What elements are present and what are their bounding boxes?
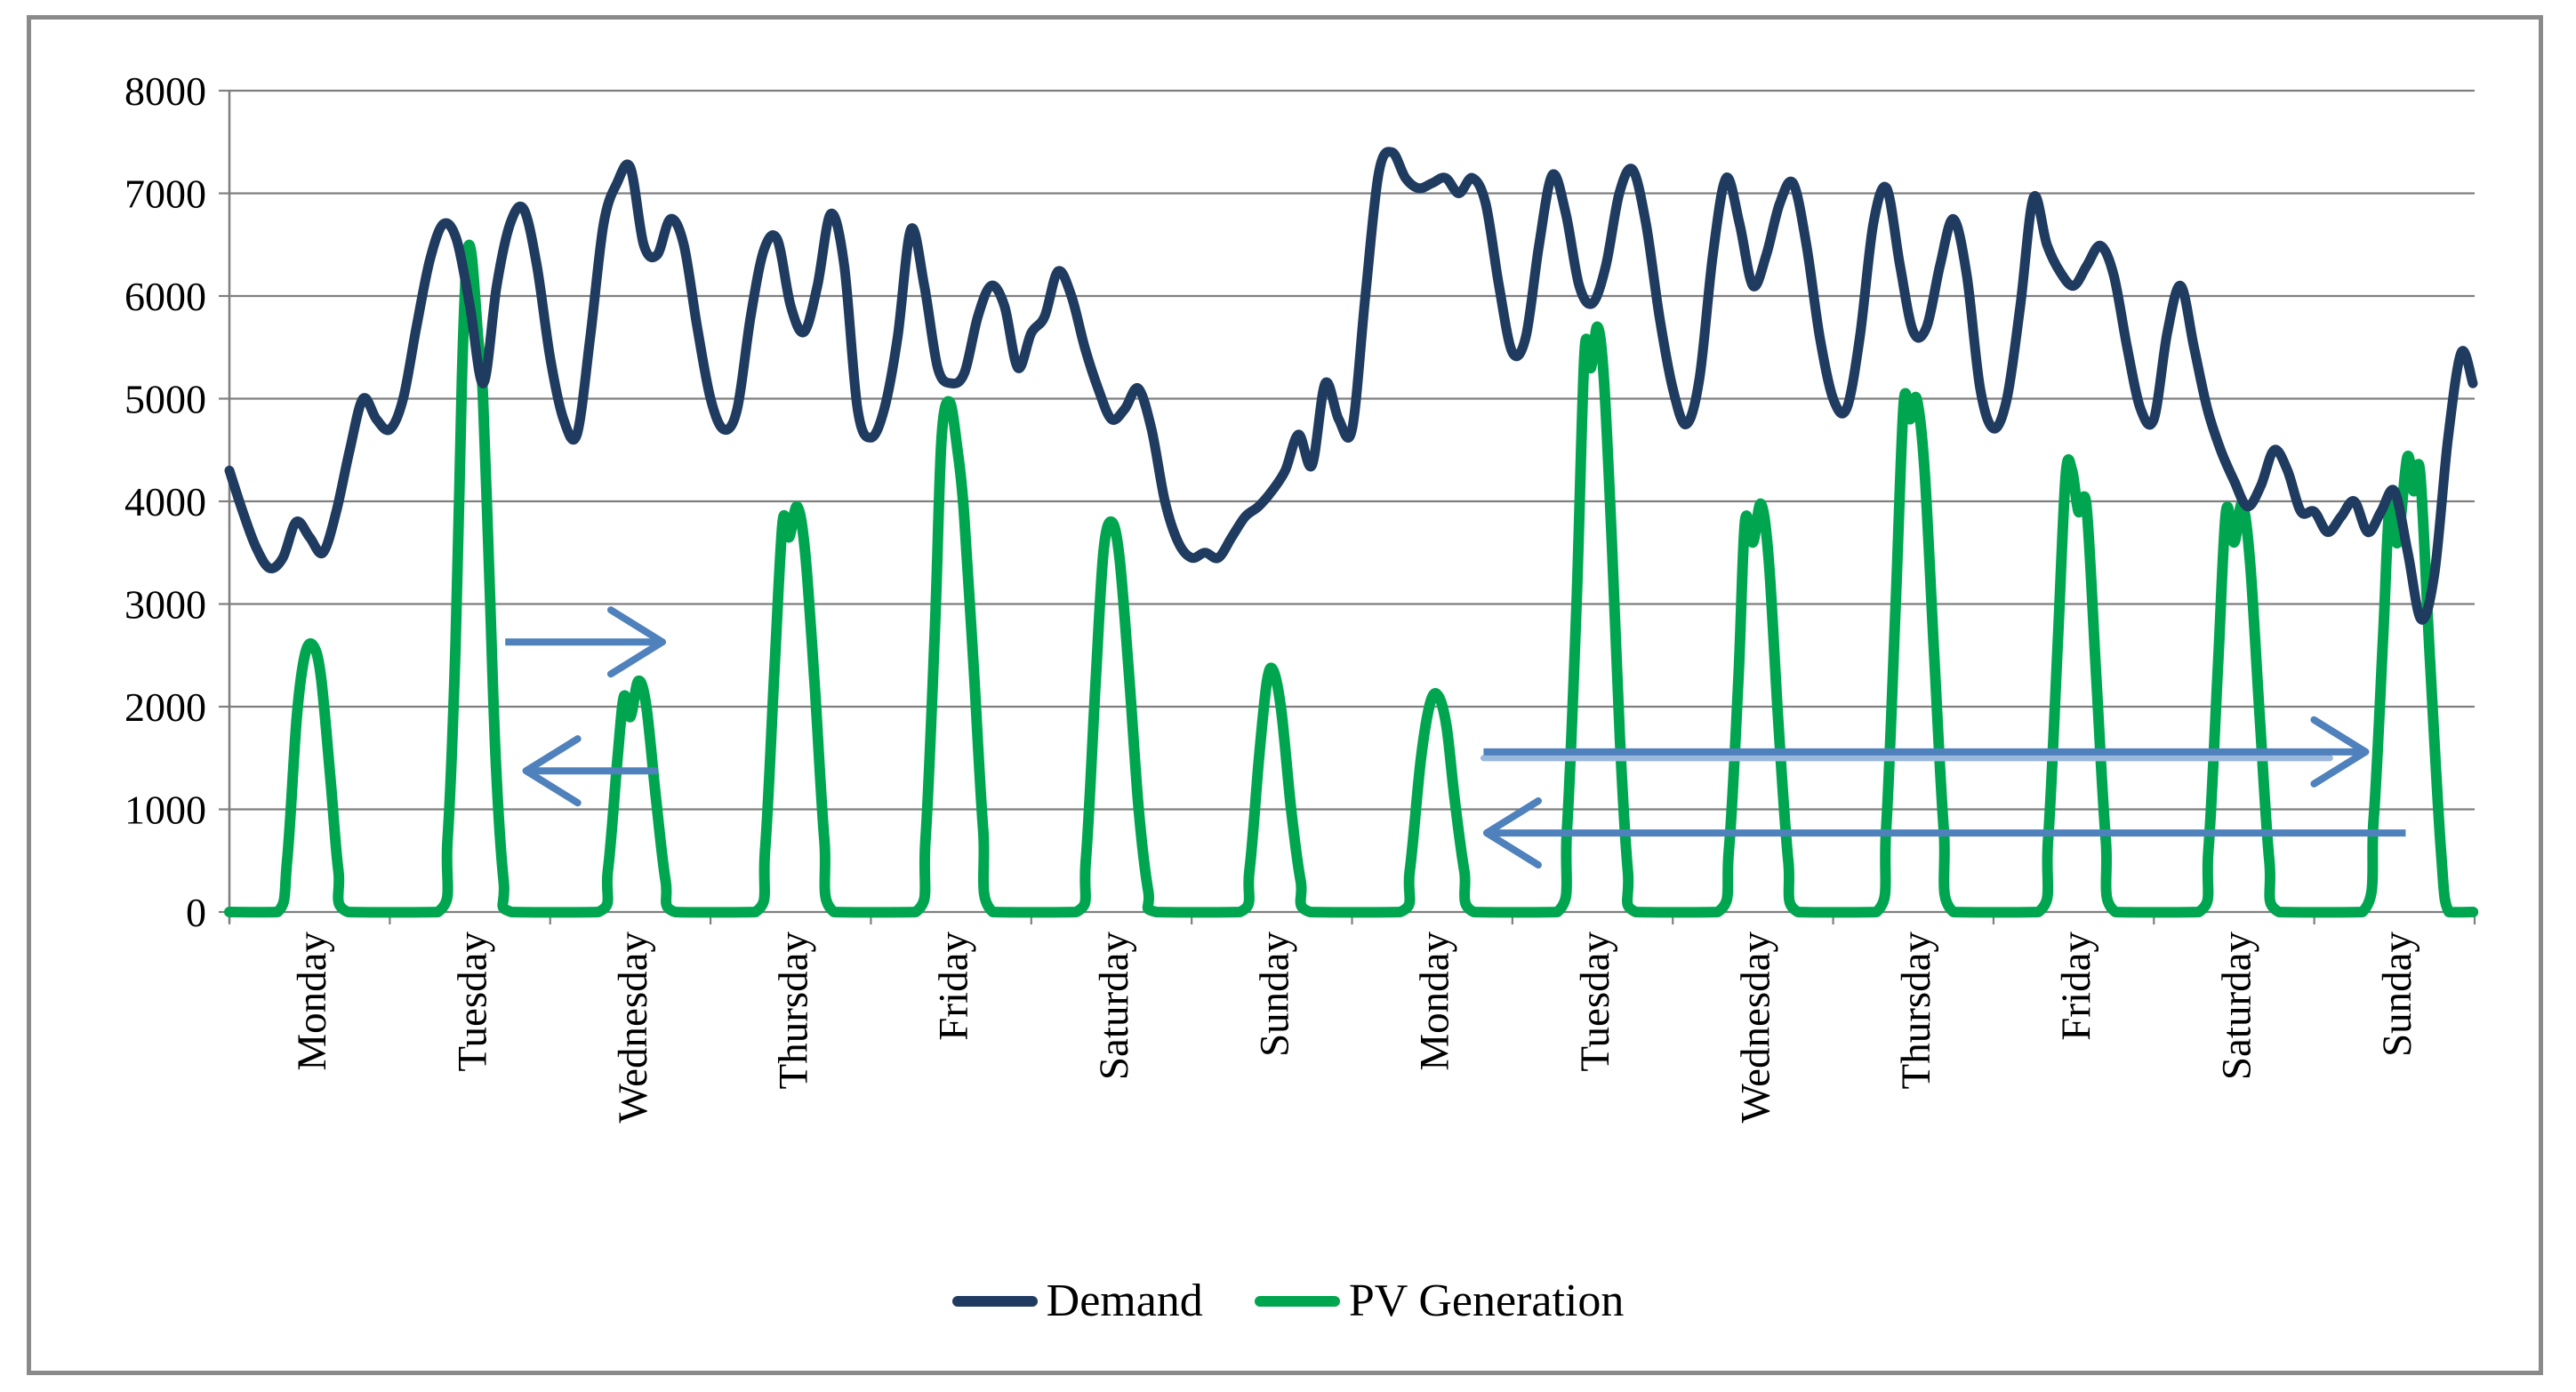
short-left-arrow-head [522, 735, 582, 775]
y-tick-label: 7000 [124, 172, 206, 217]
x-day-label: Thursday [770, 932, 816, 1090]
figure-border [27, 15, 2543, 1375]
x-day-label: Wednesday [610, 932, 656, 1124]
x-day-label: Monday [1412, 932, 1458, 1071]
x-day-label: Friday [2053, 932, 2099, 1041]
y-tick-label: 2000 [124, 684, 206, 730]
y-tick-label: 3000 [124, 582, 206, 628]
x-day-label: Tuesday [450, 932, 496, 1072]
x-day-label: Monday [289, 932, 335, 1071]
demand-line-key [951, 1296, 1038, 1307]
demand-series-line [224, 147, 2478, 625]
x-day-label: Sunday [1251, 932, 1297, 1058]
x-day-label: Saturday [1091, 932, 1137, 1081]
y-tick-label: 0 [186, 890, 206, 935]
x-day-label: Saturday [2213, 932, 2259, 1081]
x-day-label: Friday [931, 932, 977, 1041]
short-right-arrow-head [606, 638, 666, 678]
legend-label-pv-generation: PV Generation [1348, 1276, 1625, 1326]
long-left-arrow-head [1483, 797, 1542, 837]
pv-generation-line-key [1254, 1296, 1340, 1307]
y-tick-label: 1000 [124, 788, 206, 833]
long-left-arrow-head [1483, 829, 1542, 869]
x-day-label: Tuesday [1572, 932, 1618, 1072]
legend-item-demand: Demand [951, 1276, 1203, 1326]
long-right-arrow-head [2310, 716, 2370, 756]
long-right-arrow-head [2310, 748, 2370, 788]
x-day-label: Thursday [1893, 932, 1939, 1090]
y-tick-label: 8000 [124, 68, 206, 114]
x-day-label: Sunday [2374, 932, 2420, 1058]
chart-legend: Demand PV Generation [0, 1278, 2576, 1324]
y-tick-label: 4000 [124, 479, 206, 524]
short-left-arrow-head [522, 767, 582, 807]
pv-generation-series-line [224, 239, 2479, 918]
y-tick-label: 5000 [124, 377, 206, 422]
x-day-label: Wednesday [1732, 932, 1778, 1124]
y-tick-label: 6000 [124, 274, 206, 319]
short-right-arrow-head [606, 606, 666, 646]
legend-label-demand: Demand [1046, 1276, 1203, 1326]
legend-item-pv-generation: PV Generation [1254, 1276, 1625, 1326]
